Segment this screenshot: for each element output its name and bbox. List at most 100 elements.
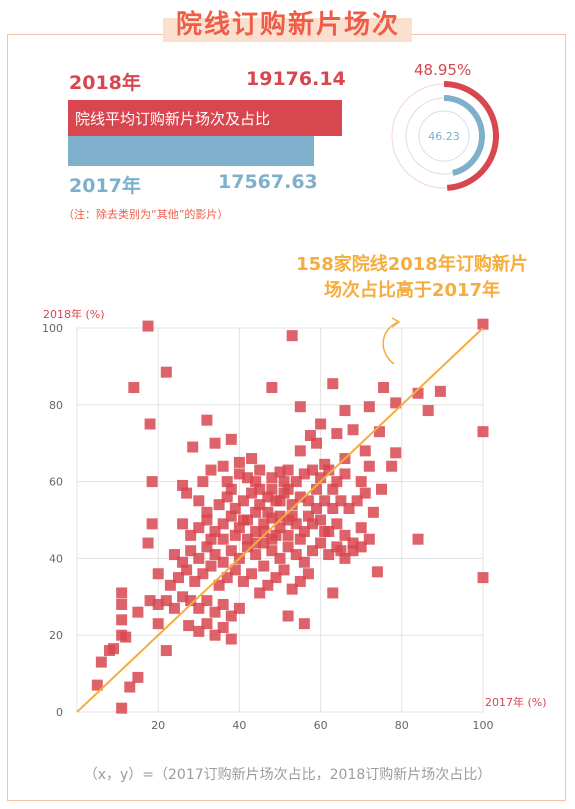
data-point — [311, 502, 323, 514]
donut-center-ring — [418, 110, 470, 162]
data-point — [142, 537, 154, 549]
data-point — [237, 514, 249, 526]
data-point — [306, 464, 318, 476]
data-point — [339, 552, 351, 564]
data-point — [323, 549, 335, 561]
data-point — [225, 510, 237, 522]
data-point — [246, 568, 258, 580]
data-point — [183, 620, 195, 632]
bar-2018 — [68, 100, 342, 136]
x-tick-label: 20 — [151, 719, 165, 732]
callout-arrowhead — [391, 317, 401, 328]
data-point — [282, 483, 294, 495]
data-point — [185, 595, 197, 607]
data-point — [282, 529, 294, 541]
data-point — [142, 320, 154, 332]
data-point — [181, 487, 193, 499]
data-point — [116, 598, 128, 610]
data-point — [225, 483, 237, 495]
data-point — [91, 679, 103, 691]
data-point — [335, 545, 347, 557]
data-point — [250, 476, 262, 488]
donut-chart: 46.23 — [389, 81, 499, 191]
data-point — [152, 568, 164, 580]
data-point — [386, 460, 398, 472]
data-point — [311, 483, 323, 495]
footer-formula: （x，y）=（2017订购新片场次占比，2018订购新片场次占比） — [83, 767, 492, 783]
data-point — [286, 583, 298, 595]
page-title: 院线订购新片场次 — [175, 10, 400, 40]
donut-outer-label: 48.95% — [414, 61, 472, 79]
data-point — [217, 518, 229, 530]
data-point — [343, 502, 355, 514]
data-point — [315, 472, 327, 484]
data-point — [221, 572, 233, 584]
data-point — [302, 568, 314, 580]
data-point — [278, 564, 290, 576]
data-point — [327, 502, 339, 514]
year-2017-value: 17567.63 — [218, 171, 318, 193]
data-point — [262, 506, 274, 518]
data-point — [315, 514, 327, 526]
footnote: （注：除去类别为“其他”的影片） — [63, 208, 229, 221]
y-axis-label: 2018年 (%) — [43, 307, 105, 321]
data-point — [160, 366, 172, 378]
data-point — [201, 595, 213, 607]
data-point — [185, 545, 197, 557]
bar-title: 院线平均订购新片场次及占比 — [75, 110, 271, 128]
data-point — [250, 506, 262, 518]
data-point — [221, 491, 233, 503]
data-point — [209, 629, 221, 641]
data-point — [193, 625, 205, 637]
data-point — [262, 579, 274, 591]
data-point — [189, 575, 201, 587]
reference-line — [76, 327, 484, 713]
data-point — [193, 552, 205, 564]
data-point — [146, 476, 158, 488]
data-point — [221, 476, 233, 488]
data-point — [185, 529, 197, 541]
callout-line-2: 场次占比高于2017年 — [323, 280, 501, 301]
data-point — [302, 495, 314, 507]
data-point — [298, 526, 310, 538]
data-point — [351, 495, 363, 507]
data-point — [160, 595, 172, 607]
data-point — [217, 533, 229, 545]
data-point — [213, 579, 225, 591]
data-point — [242, 533, 254, 545]
x-tick-label: 60 — [314, 719, 328, 732]
data-point — [274, 510, 286, 522]
data-point — [290, 549, 302, 561]
data-point — [242, 472, 254, 484]
data-point — [315, 418, 327, 430]
data-point — [242, 541, 254, 553]
data-point — [201, 414, 213, 426]
data-point — [254, 587, 266, 599]
data-point — [233, 522, 245, 534]
data-point — [266, 472, 278, 484]
data-point — [294, 445, 306, 457]
data-point — [146, 518, 158, 530]
callout-text: 158家院线2018年订购新片 场次占比高于2017年 — [262, 252, 562, 304]
data-point — [250, 549, 262, 561]
data-point — [205, 533, 217, 545]
data-point — [201, 506, 213, 518]
data-point — [128, 382, 140, 394]
data-point — [355, 541, 367, 553]
data-point — [197, 568, 209, 580]
data-point — [266, 382, 278, 394]
callout-arrow — [382, 321, 399, 365]
data-point — [193, 602, 205, 614]
data-point — [294, 575, 306, 587]
bar-2017 — [68, 136, 314, 166]
donut-inner-label: 46.23 — [428, 130, 460, 143]
data-point — [177, 518, 189, 530]
data-point — [359, 445, 371, 457]
data-point — [294, 533, 306, 545]
data-point — [229, 529, 241, 541]
data-point — [152, 598, 164, 610]
data-point — [132, 671, 144, 683]
data-point — [327, 378, 339, 390]
data-point — [225, 610, 237, 622]
data-point — [258, 560, 270, 572]
